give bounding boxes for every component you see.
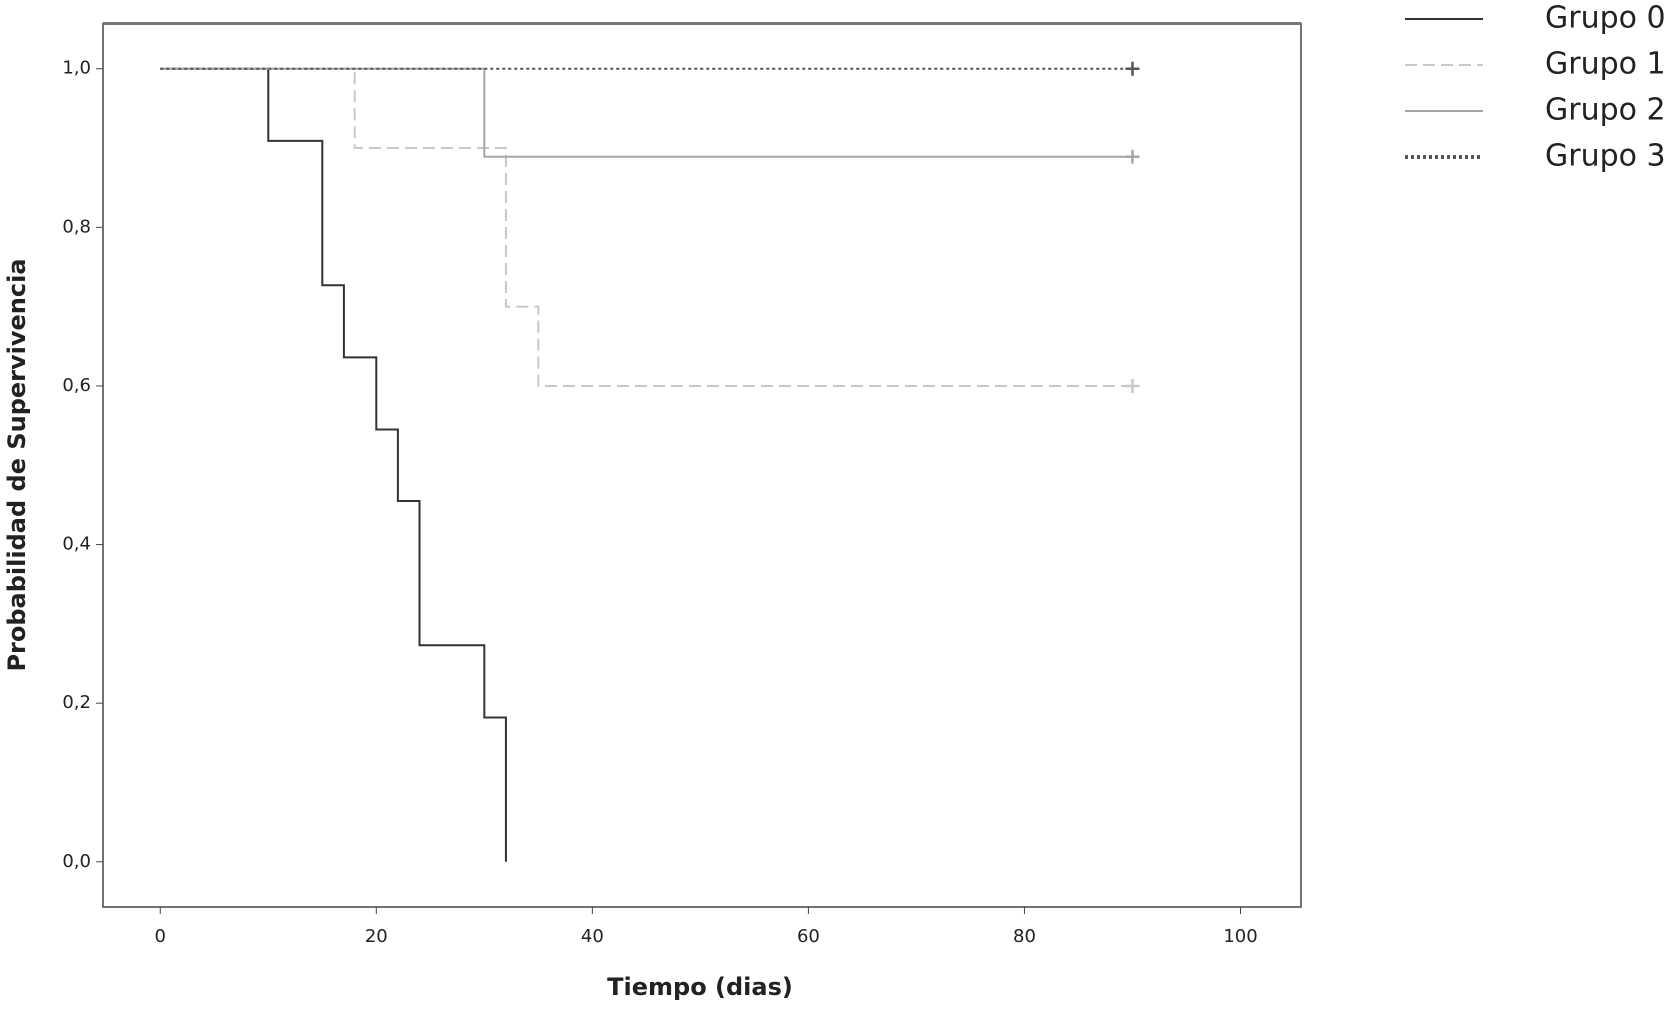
x-tick-label: 0 — [155, 926, 166, 947]
censor-mark — [1125, 378, 1140, 393]
legend-label: Grupo 1 — [1545, 47, 1666, 82]
y-axis-label: Probabilidad de Supervivencia — [3, 258, 31, 671]
survival-curve — [160, 67, 507, 862]
y-tick-label: 0,4 — [62, 534, 91, 555]
y-tick-label: 0,8 — [62, 216, 91, 237]
censor-mark — [1125, 149, 1140, 164]
y-tick-label: 0,6 — [62, 375, 91, 396]
x-tick-label: 40 — [581, 926, 604, 947]
x-tick-label: 20 — [365, 926, 388, 947]
y-tick-label: 0,0 — [62, 851, 91, 872]
legend-label: Grupo 3 — [1545, 139, 1666, 174]
survival-curve — [160, 67, 1133, 158]
legend-label: Grupo 0 — [1545, 1, 1666, 36]
y-tick-label: 0,2 — [62, 692, 91, 713]
x-tick-label: 80 — [1013, 926, 1036, 947]
x-axis-label: Tiempo (dias) — [607, 973, 793, 1001]
survival-curve — [160, 67, 1133, 387]
x-tick-label: 60 — [797, 926, 820, 947]
x-tick-label: 100 — [1223, 926, 1257, 947]
y-tick-label: 1,0 — [62, 58, 91, 79]
legend-label: Grupo 2 — [1545, 93, 1666, 128]
censor-mark — [1125, 61, 1140, 76]
